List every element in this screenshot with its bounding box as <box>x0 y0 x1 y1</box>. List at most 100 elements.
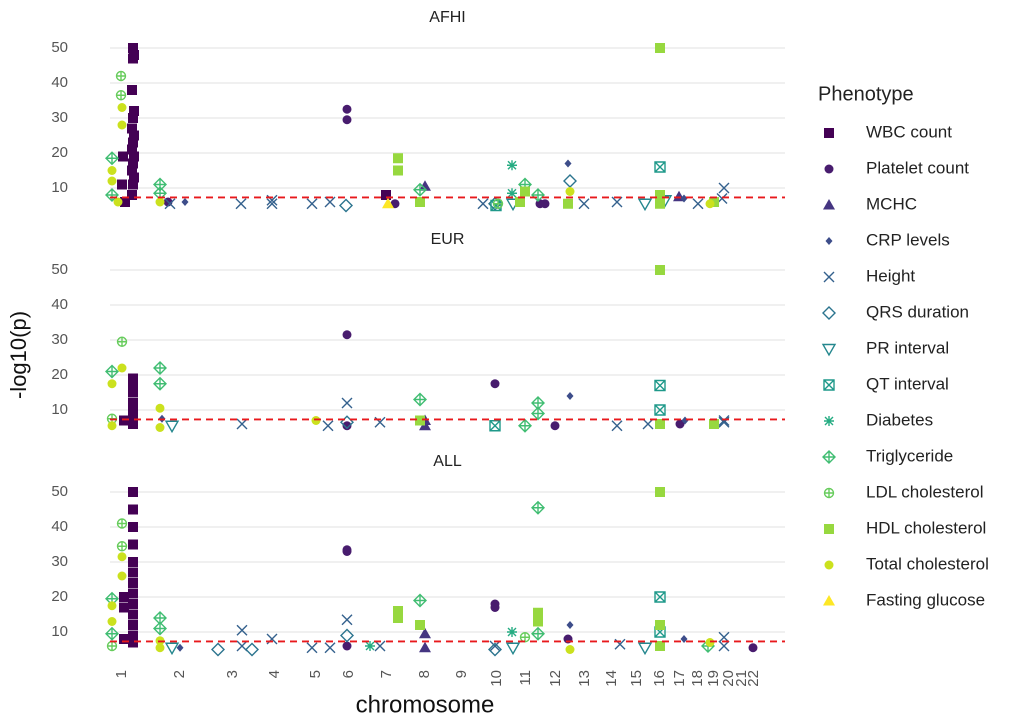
data-point <box>507 188 517 199</box>
data-point <box>393 613 403 623</box>
y-tick-label: 20 <box>51 588 68 605</box>
legend-label: QRS duration <box>866 302 969 321</box>
y-tick-label: 40 <box>51 74 68 91</box>
data-point <box>153 621 167 636</box>
legend-marker <box>821 343 837 357</box>
data-point <box>393 153 403 164</box>
facet-title: ALL <box>433 453 462 470</box>
data-point <box>128 637 138 648</box>
data-point <box>566 392 574 400</box>
facet-title: EUR <box>431 231 465 248</box>
data-point <box>654 379 666 392</box>
legend-label: PR interval <box>866 338 949 357</box>
legend-marker <box>823 379 835 391</box>
data-point <box>654 161 666 173</box>
data-point <box>107 617 117 626</box>
data-point <box>655 198 665 209</box>
data-point <box>107 166 117 175</box>
data-point <box>565 187 575 196</box>
data-point <box>128 487 138 497</box>
y-tick-label: 10 <box>51 623 68 640</box>
data-point <box>128 578 138 588</box>
data-point <box>117 571 127 581</box>
x-tick-label: 8 <box>416 670 433 678</box>
data-point <box>415 415 425 426</box>
data-point <box>117 363 127 373</box>
data-point <box>681 416 689 425</box>
data-point <box>654 404 666 416</box>
data-point <box>492 198 504 209</box>
data-point <box>381 190 391 200</box>
data-point <box>128 522 138 532</box>
data-point <box>518 418 532 433</box>
y-tick-label: 10 <box>51 401 68 418</box>
data-point <box>324 196 336 208</box>
legend-marker <box>822 306 836 320</box>
data-point <box>342 104 352 114</box>
data-point <box>116 518 128 529</box>
y-tick-label: 50 <box>51 483 68 500</box>
data-point <box>236 624 248 636</box>
data-point <box>105 364 119 379</box>
legend-marker <box>823 271 835 283</box>
data-point <box>164 420 180 434</box>
data-point <box>705 199 715 209</box>
data-point <box>339 198 353 213</box>
legend-marker <box>823 199 835 210</box>
data-point <box>637 198 653 212</box>
data-point <box>342 330 352 340</box>
data-point <box>117 552 127 562</box>
data-point <box>531 406 545 421</box>
data-point <box>578 198 590 210</box>
data-point <box>419 641 431 653</box>
y-tick-label: 50 <box>51 261 68 278</box>
data-point <box>128 504 138 515</box>
data-point <box>236 418 248 430</box>
y-tick-label: 20 <box>51 144 68 161</box>
data-point <box>105 188 119 202</box>
data-point <box>505 642 521 656</box>
data-point <box>382 197 394 209</box>
x-tick-label: 17 <box>671 670 688 687</box>
data-point <box>107 601 117 611</box>
data-point <box>107 379 117 389</box>
data-point <box>413 593 427 608</box>
data-point <box>531 626 545 641</box>
legend-label: Triglyceride <box>866 446 953 465</box>
data-point <box>266 198 278 210</box>
data-point <box>654 591 666 603</box>
x-tick-label: 6 <box>340 670 357 678</box>
x-tick-label: 16 <box>651 670 668 687</box>
legend-marker <box>824 164 834 174</box>
y-tick-label: 20 <box>51 366 68 383</box>
data-point <box>655 190 665 200</box>
data-point <box>655 620 665 630</box>
x-tick-label: 3 <box>224 670 241 678</box>
data-point <box>105 151 119 166</box>
data-point <box>113 197 123 207</box>
data-point <box>655 265 665 275</box>
data-point <box>128 620 138 630</box>
data-point <box>718 182 730 194</box>
data-point <box>176 643 184 652</box>
data-point <box>128 557 138 567</box>
data-point <box>413 392 427 407</box>
x-tick-label: 7 <box>378 670 395 678</box>
data-point <box>306 642 318 654</box>
data-point <box>127 85 137 95</box>
data-point <box>155 643 165 653</box>
data-point <box>119 602 129 613</box>
data-point <box>119 592 129 602</box>
x-tick-label: 9 <box>453 670 470 678</box>
data-point <box>266 633 278 645</box>
legend-marker <box>824 524 834 534</box>
data-point <box>477 198 489 210</box>
x-tick-label: 19 <box>705 670 722 687</box>
data-point <box>564 159 572 168</box>
data-point <box>488 642 502 657</box>
data-point <box>107 421 117 431</box>
x-tick-label: 18 <box>689 670 706 687</box>
x-tick-label: 22 <box>745 670 762 687</box>
data-point <box>680 194 688 203</box>
data-point <box>533 616 543 627</box>
